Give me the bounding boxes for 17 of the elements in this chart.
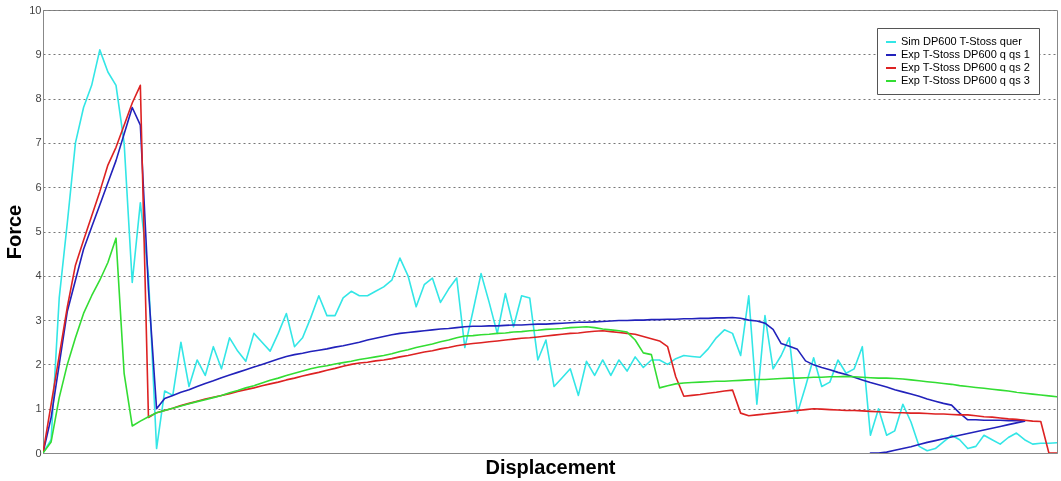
legend-label: Exp T-Stoss DP600 q qs 1 [901,48,1030,60]
y-tick-label: 7 [35,136,42,149]
y-tick-label: 10 [29,3,42,16]
y-tick-label: 2 [35,357,42,370]
y-tick-label: 3 [35,313,42,326]
y-tick-label: 8 [35,92,42,105]
y-tick-label: 4 [35,269,42,282]
x-axis-title: Displacement [485,455,616,478]
y-tick-label: 6 [35,180,42,193]
legend-label: Sim DP600 T-Stoss quer [901,35,1023,47]
y-tick-label: 5 [35,225,42,237]
y-tick-label: 0 [35,446,42,459]
y-axis-title: Force [3,204,26,260]
y-tick-label: 1 [35,402,42,415]
legend-label: Exp T-Stoss DP600 q qs 2 [901,61,1030,73]
legend-label: Exp T-Stoss DP600 q qs 3 [901,74,1030,86]
y-tick-label: 9 [35,47,42,60]
